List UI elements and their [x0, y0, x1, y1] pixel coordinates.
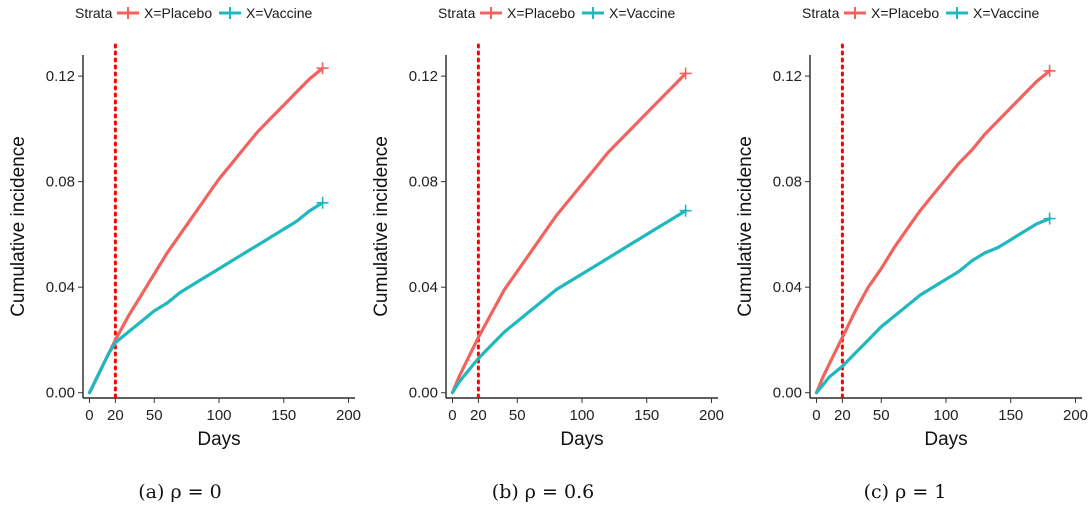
x-tick-label: 20 [470, 407, 487, 424]
censor-mark-placebo [679, 67, 692, 80]
legend-title: Strata [75, 5, 113, 21]
y-tick-label: 0.00 [773, 385, 802, 402]
y-tick-label: 0.08 [409, 174, 438, 191]
series-line-placebo [450, 71, 688, 395]
x-axis-title: Days [197, 429, 240, 450]
chart-panel-1: Strata X=Placebo X=Vaccine 0.00 0.04 0.08 0.12… [8, 5, 361, 503]
y-tick-label: 0.00 [46, 385, 75, 402]
legend-label: X=Placebo [144, 5, 212, 21]
legend-key-vaccine [219, 7, 241, 19]
x-tick-label: 100 [933, 407, 958, 424]
y-tick-label: 0.12 [46, 68, 75, 85]
panel-caption: (c) ρ = 1 [864, 481, 947, 503]
legend: Strata X=Placebo X=Vaccine [75, 5, 312, 21]
legend-label: X=Vaccine [609, 5, 675, 21]
legend-key-vaccine [946, 7, 968, 19]
legend-key-placebo [480, 7, 502, 19]
legend-key-placebo [117, 7, 139, 19]
legend-label: X=Vaccine [973, 5, 1039, 21]
y-tick-label: 0.08 [773, 174, 802, 191]
y-tick-label: 0.08 [46, 174, 75, 191]
x-tick-label: 50 [509, 407, 526, 424]
censor-mark-placebo [316, 62, 329, 75]
x-tick-label: 150 [634, 407, 659, 424]
series-line-vaccine [87, 201, 325, 395]
y-axis-title: Cumulative incidence [8, 136, 29, 317]
legend-title: Strata [802, 5, 840, 21]
y-tick-label: 0.04 [409, 279, 438, 296]
x-axis-title: Days [924, 429, 967, 450]
y-axis-title: Cumulative incidence [735, 136, 756, 317]
x-tick-label: 100 [206, 407, 231, 424]
x-tick-label: 150 [271, 407, 296, 424]
legend-label: X=Vaccine [246, 5, 312, 21]
x-tick-label: 200 [699, 407, 724, 424]
legend-key-vaccine [582, 7, 604, 19]
series-line-placebo [814, 69, 1052, 395]
legend-key-placebo [844, 7, 866, 19]
series-line-vaccine [814, 217, 1052, 395]
x-tick-label: 0 [448, 407, 456, 424]
x-tick-label: 0 [85, 407, 93, 424]
y-tick-label: 0.04 [46, 279, 75, 296]
series-line-placebo [87, 66, 325, 395]
legend-label: X=Placebo [507, 5, 575, 21]
legend: Strata X=Placebo X=Vaccine [802, 5, 1039, 21]
chart-panel-2: Strata X=Placebo X=Vaccine 0.00 0.04 0.08 0.12… [371, 5, 724, 503]
legend-label: X=Placebo [871, 5, 939, 21]
y-tick-label: 0.04 [773, 279, 802, 296]
x-tick-label: 200 [1063, 407, 1088, 424]
x-tick-label: 150 [998, 407, 1023, 424]
x-tick-label: 50 [873, 407, 890, 424]
x-axis-title: Days [560, 429, 603, 450]
y-tick-label: 0.12 [773, 68, 802, 85]
censor-mark-placebo [1043, 64, 1056, 77]
y-axis-title: Cumulative incidence [371, 136, 392, 317]
panel-caption: (b) ρ = 0.6 [492, 481, 594, 503]
y-tick-label: 0.12 [409, 68, 438, 85]
panel-caption: (a) ρ = 0 [138, 481, 221, 503]
legend: Strata X=Placebo X=Vaccine [438, 5, 675, 21]
censor-mark-vaccine [1043, 212, 1056, 225]
censor-mark-vaccine [316, 196, 329, 209]
x-tick-label: 20 [107, 407, 124, 424]
chart-panel-3: Strata X=Placebo X=Vaccine 0.00 0.04 0.08 0.12… [735, 5, 1088, 503]
x-tick-label: 100 [569, 407, 594, 424]
x-tick-label: 50 [146, 407, 163, 424]
y-tick-label: 0.00 [409, 385, 438, 402]
x-tick-label: 20 [834, 407, 851, 424]
x-tick-label: 0 [812, 407, 820, 424]
legend-title: Strata [438, 5, 476, 21]
series-line-vaccine [450, 209, 688, 395]
x-tick-label: 200 [336, 407, 361, 424]
censor-mark-vaccine [679, 204, 692, 217]
